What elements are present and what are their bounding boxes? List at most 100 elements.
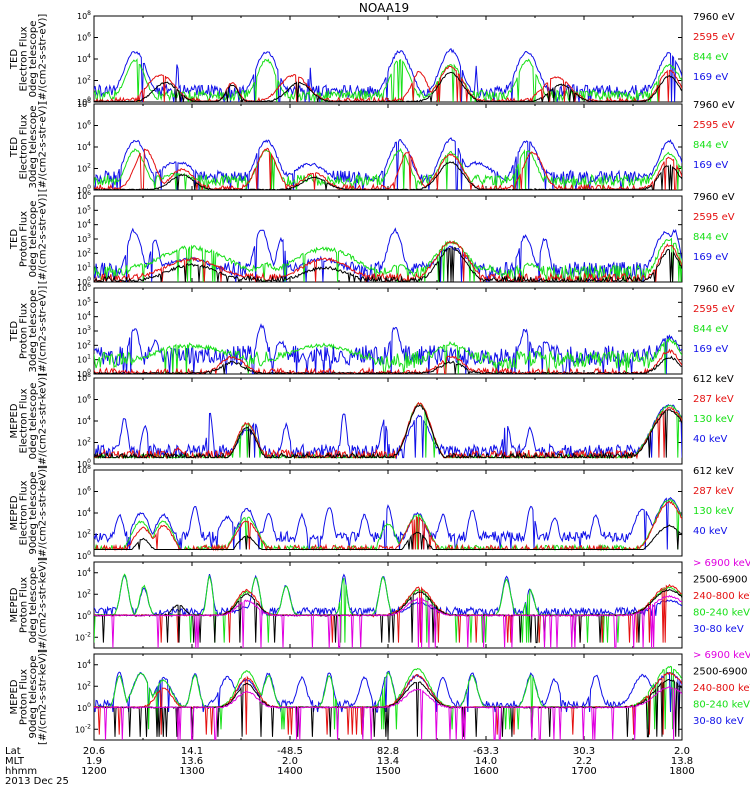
legend-entry: 612 keV <box>693 466 734 477</box>
y-axis-label: MEPEDElectron Flux90deg telescope[#/(cm2… <box>9 465 49 561</box>
footer-mlt-value: 2.2 <box>576 756 592 767</box>
y-tick-label: 104 <box>77 567 91 578</box>
y-tick-label: 106 <box>77 394 91 405</box>
footer-lat-value: 82.8 <box>377 746 399 757</box>
legend-entry: 169 eV <box>693 344 728 355</box>
y-axis-label: TEDElectron Flux30deg telescope[#/(cm2-s… <box>9 102 49 193</box>
legend-entry: 287 keV <box>693 486 734 497</box>
y-axis-label: MEPEDProton Flux90deg telescope[#/(cm2-s… <box>9 649 49 745</box>
series-black <box>94 404 682 460</box>
panel-4: 100 101 102 103 104 105 106 TEDProton Flux30deg… <box>9 282 735 379</box>
series-blue <box>94 403 682 460</box>
series-group <box>94 573 682 648</box>
legend-entry: 2595 eV <box>693 212 735 223</box>
y-tick-label: 103 <box>77 325 91 336</box>
y-tick-label: 10-2 <box>75 631 91 642</box>
panel-frame <box>93 469 683 557</box>
panel-frame <box>93 103 683 191</box>
footer-mlt-value: 1.9 <box>86 756 102 767</box>
legend-entry: 844 eV <box>693 232 728 243</box>
y-tick-label: 108 <box>77 98 91 109</box>
panel-5: 100 102 104 106 108 MEPEDElectron Flux0deg te… <box>9 372 734 469</box>
footer-mlt-label: MLT <box>5 756 25 767</box>
legend-entry: 844 eV <box>693 140 728 151</box>
series-group <box>94 137 682 190</box>
legend-entry: 287 keV <box>693 394 734 405</box>
footer-mlt-value: 2.0 <box>282 756 298 767</box>
footer-lat-value: -48.5 <box>277 746 303 757</box>
y-tick-label: 106 <box>77 120 91 131</box>
y-axis-label: TEDElectron Flux0deg telescope[#/(cm2-s-… <box>9 14 49 105</box>
panel-1: 100 102 104 106 108 TEDElectron Flux0deg tele… <box>9 10 735 107</box>
y-tick-label: 108 <box>77 372 91 383</box>
legend-entry: 2595 eV <box>693 32 735 43</box>
series-group <box>94 48 682 102</box>
series-red <box>94 240 682 282</box>
series-black <box>94 524 682 550</box>
footer-hhmm-value: 1600 <box>473 766 498 777</box>
legend-entry: 2595 eV <box>693 304 735 315</box>
footer-mlt-value: 14.0 <box>475 756 497 767</box>
series-red <box>94 583 682 643</box>
panel-7: 10-2 100 102 104 MEPEDProton Flux0deg telesc… <box>9 557 750 653</box>
footer-hhmm-value: 1300 <box>179 766 204 777</box>
footer-hhmm-value: 1400 <box>277 766 302 777</box>
y-tick-label: 100 <box>77 96 91 107</box>
y-tick-label: 10-2 <box>75 723 91 734</box>
legend-entry: 130 keV <box>693 506 734 517</box>
series-black <box>94 355 682 374</box>
legend-entry: 7960 eV <box>693 100 735 111</box>
legend-entry: 612 keV <box>693 374 734 385</box>
y-tick-label: 100 <box>77 368 91 379</box>
footer-date: 2013 Dec 25 <box>5 776 69 787</box>
legend-entry: 169 eV <box>693 160 728 171</box>
y-tick-label: 104 <box>77 507 91 518</box>
y-tick-label: 102 <box>77 75 91 86</box>
y-tick-label: 104 <box>77 415 91 426</box>
series-green <box>94 337 682 374</box>
footer-hhmm-value: 1800 <box>669 766 694 777</box>
legend-entry: 130 keV <box>693 414 734 425</box>
series-group <box>94 227 682 282</box>
series-black <box>94 71 682 102</box>
y-tick-label: 104 <box>77 659 91 670</box>
y-axis-label: TEDProton Flux30deg telescope[#/(cm2-s-s… <box>9 286 49 377</box>
legend-entry: 7960 eV <box>693 12 735 23</box>
panel-2: 100 102 104 106 108 TEDElectron Flux30deg tel… <box>9 98 735 195</box>
series-black <box>94 246 682 282</box>
y-tick-label: 106 <box>77 486 91 497</box>
footer-hhmm-value: 1500 <box>375 766 400 777</box>
footer-mlt-value: 13.8 <box>671 756 693 767</box>
footer-lat-value: 2.0 <box>674 746 690 757</box>
y-tick-label: 102 <box>77 588 91 599</box>
series-red <box>94 147 682 190</box>
legend-entry: 40 keV <box>693 434 727 445</box>
legend-entry: 240-800 keV <box>693 591 750 602</box>
footer-lat-label: Lat <box>5 746 21 757</box>
footer-lat-value: 20.6 <box>83 746 105 757</box>
y-tick-label: 101 <box>77 354 91 365</box>
legend-entry: 169 eV <box>693 72 728 83</box>
panel-8: 10-2 100 102 104 MEPEDProton Flux90deg teles… <box>9 649 750 745</box>
series-red <box>94 500 682 552</box>
y-tick-label: 106 <box>77 32 91 43</box>
panels: 100 102 104 106 108 TEDElectron Flux0deg tele… <box>9 10 750 745</box>
footer-hhmm-label: hhmm <box>5 766 37 777</box>
panel-3: 100 101 102 103 104 105 106 TEDProton Flux0deg … <box>9 190 735 287</box>
legend-entry: 30-80 keV <box>693 716 744 727</box>
figure-title: NOAA19 <box>359 1 409 15</box>
footer-lat-value: 14.1 <box>181 746 203 757</box>
series-red <box>94 401 682 460</box>
series-green <box>94 58 682 102</box>
footer-mlt-value: 13.4 <box>377 756 399 767</box>
y-tick-label: 101 <box>77 262 91 273</box>
y-tick-label: 102 <box>77 529 91 540</box>
series-group <box>94 497 682 552</box>
legend-entry: 844 eV <box>693 324 728 335</box>
panel-frame <box>93 561 683 649</box>
legend-entry: 80-240 keV <box>693 608 750 619</box>
y-tick-label: 104 <box>77 219 91 230</box>
legend-entry: 2500-6900 <box>693 575 748 586</box>
series-green <box>94 237 682 282</box>
